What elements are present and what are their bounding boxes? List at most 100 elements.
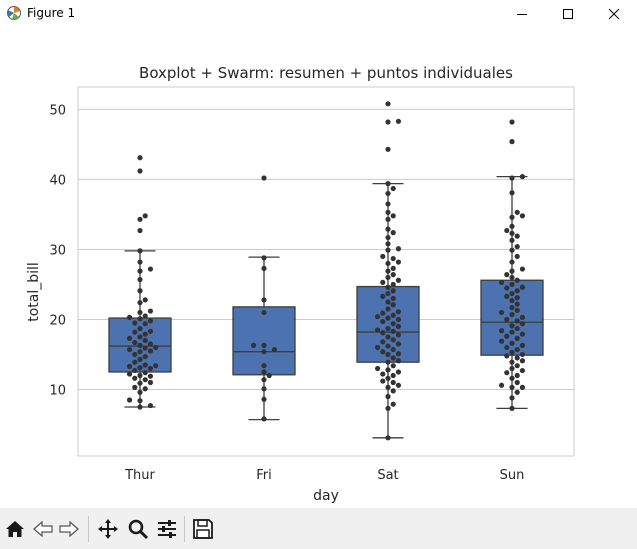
swarm-point (514, 318, 520, 324)
swarm-point (390, 328, 396, 334)
swarm-point (137, 334, 143, 340)
swarm-point (509, 349, 515, 355)
x-tick-labels: Thur Fri Sat Sun (124, 468, 524, 483)
swarm-point (137, 349, 143, 355)
swarm-point (137, 342, 143, 348)
minimize-icon (517, 14, 527, 15)
swarm-point (261, 175, 267, 181)
swarm-point (390, 355, 396, 361)
swarm-point (132, 320, 138, 326)
swarm-point (504, 316, 510, 323)
swarm-point (395, 118, 402, 124)
swarm-point (132, 339, 138, 346)
swarm-point (395, 351, 402, 357)
swarm-point (153, 363, 159, 369)
maximize-button[interactable] (545, 0, 591, 28)
y-tick-label: 50 (49, 103, 66, 118)
swarm-point (514, 244, 520, 250)
swarm-point (385, 209, 391, 215)
swarm-point (514, 295, 520, 301)
zoom-button[interactable] (125, 516, 151, 542)
point-layer (126, 101, 526, 441)
swarm-point (137, 168, 143, 174)
minimize-button[interactable] (499, 0, 545, 28)
figure-canvas[interactable]: 10 20 30 40 50 Thur Fri Sat Sun Boxplot + Swarm… (0, 28, 637, 508)
swarm-point (390, 312, 396, 318)
forward-button[interactable] (56, 516, 82, 542)
close-button[interactable] (591, 0, 637, 28)
swarm-point (137, 248, 143, 254)
swarm-point (509, 230, 515, 236)
swarm-point (385, 384, 391, 390)
swarm-point (385, 299, 391, 305)
swarm-point (137, 404, 143, 410)
chart-title: Boxplot + Swarm: resumen + puntos indivi… (139, 64, 513, 82)
save-floppy-icon (193, 519, 213, 539)
swarm-point (504, 285, 510, 291)
swarm-point (395, 369, 402, 375)
y-tick-label: 30 (49, 243, 66, 258)
swarm-point (147, 379, 154, 386)
swarm-point (132, 351, 138, 358)
swarm-point (504, 227, 510, 234)
swarm-point (509, 237, 515, 243)
configure-subplots-button[interactable] (154, 516, 180, 542)
swarm-point (374, 344, 381, 351)
swarm-point (390, 265, 396, 271)
swarm-point (147, 318, 154, 324)
swarm-point (147, 373, 154, 379)
swarm-point (137, 155, 143, 161)
swarm-point (509, 290, 515, 297)
swarm-point (147, 365, 154, 372)
swarm-point (385, 146, 391, 152)
swarm-point (385, 274, 391, 281)
swarm-point (385, 268, 391, 274)
swarm-point (519, 331, 526, 337)
swarm-point (514, 233, 520, 239)
swarm-point (385, 119, 391, 125)
swarm-point (261, 396, 267, 402)
swarm-point (147, 341, 154, 347)
swarm-point (385, 306, 391, 312)
swarm-point (509, 119, 515, 125)
swarm-point (385, 284, 391, 290)
swarm-point (380, 339, 386, 345)
swarm-point (385, 435, 391, 441)
back-button[interactable] (30, 516, 56, 542)
swarm-point (514, 379, 520, 386)
swarm-point (142, 331, 148, 337)
swarm-point (385, 393, 391, 400)
toolbar-separator (184, 516, 185, 542)
window-title: Figure 1 (27, 6, 76, 20)
swarm-point (509, 274, 515, 281)
y-tick-labels: 10 20 30 40 50 (49, 103, 66, 398)
home-button[interactable] (2, 516, 28, 542)
swarm-point (374, 365, 381, 372)
swarm-point (137, 325, 143, 332)
navigation-toolbar (0, 508, 637, 549)
swarm-point (504, 333, 510, 339)
swarm-point (126, 346, 133, 353)
swarm-point (390, 185, 396, 192)
swarm-point (126, 363, 133, 369)
swarm-point (137, 356, 143, 362)
swarm-point (261, 349, 267, 355)
toolbar-separator (88, 516, 89, 542)
swarm-point (390, 213, 396, 219)
swarm-point (261, 297, 267, 303)
swarm-point (390, 302, 396, 308)
swarm-point (498, 328, 505, 334)
swarm-point (504, 344, 510, 351)
swarm-point (385, 367, 391, 373)
pan-button[interactable] (95, 516, 121, 542)
swarm-point (126, 314, 133, 320)
swarm-point (147, 266, 154, 272)
swarm-point (374, 327, 381, 333)
swarm-point (390, 388, 396, 394)
swarm-point (380, 371, 386, 377)
save-button[interactable] (190, 516, 216, 542)
swarm-point (271, 346, 278, 353)
swarm-point (509, 384, 515, 390)
swarm-point (142, 313, 148, 319)
swarm-point (385, 247, 391, 253)
